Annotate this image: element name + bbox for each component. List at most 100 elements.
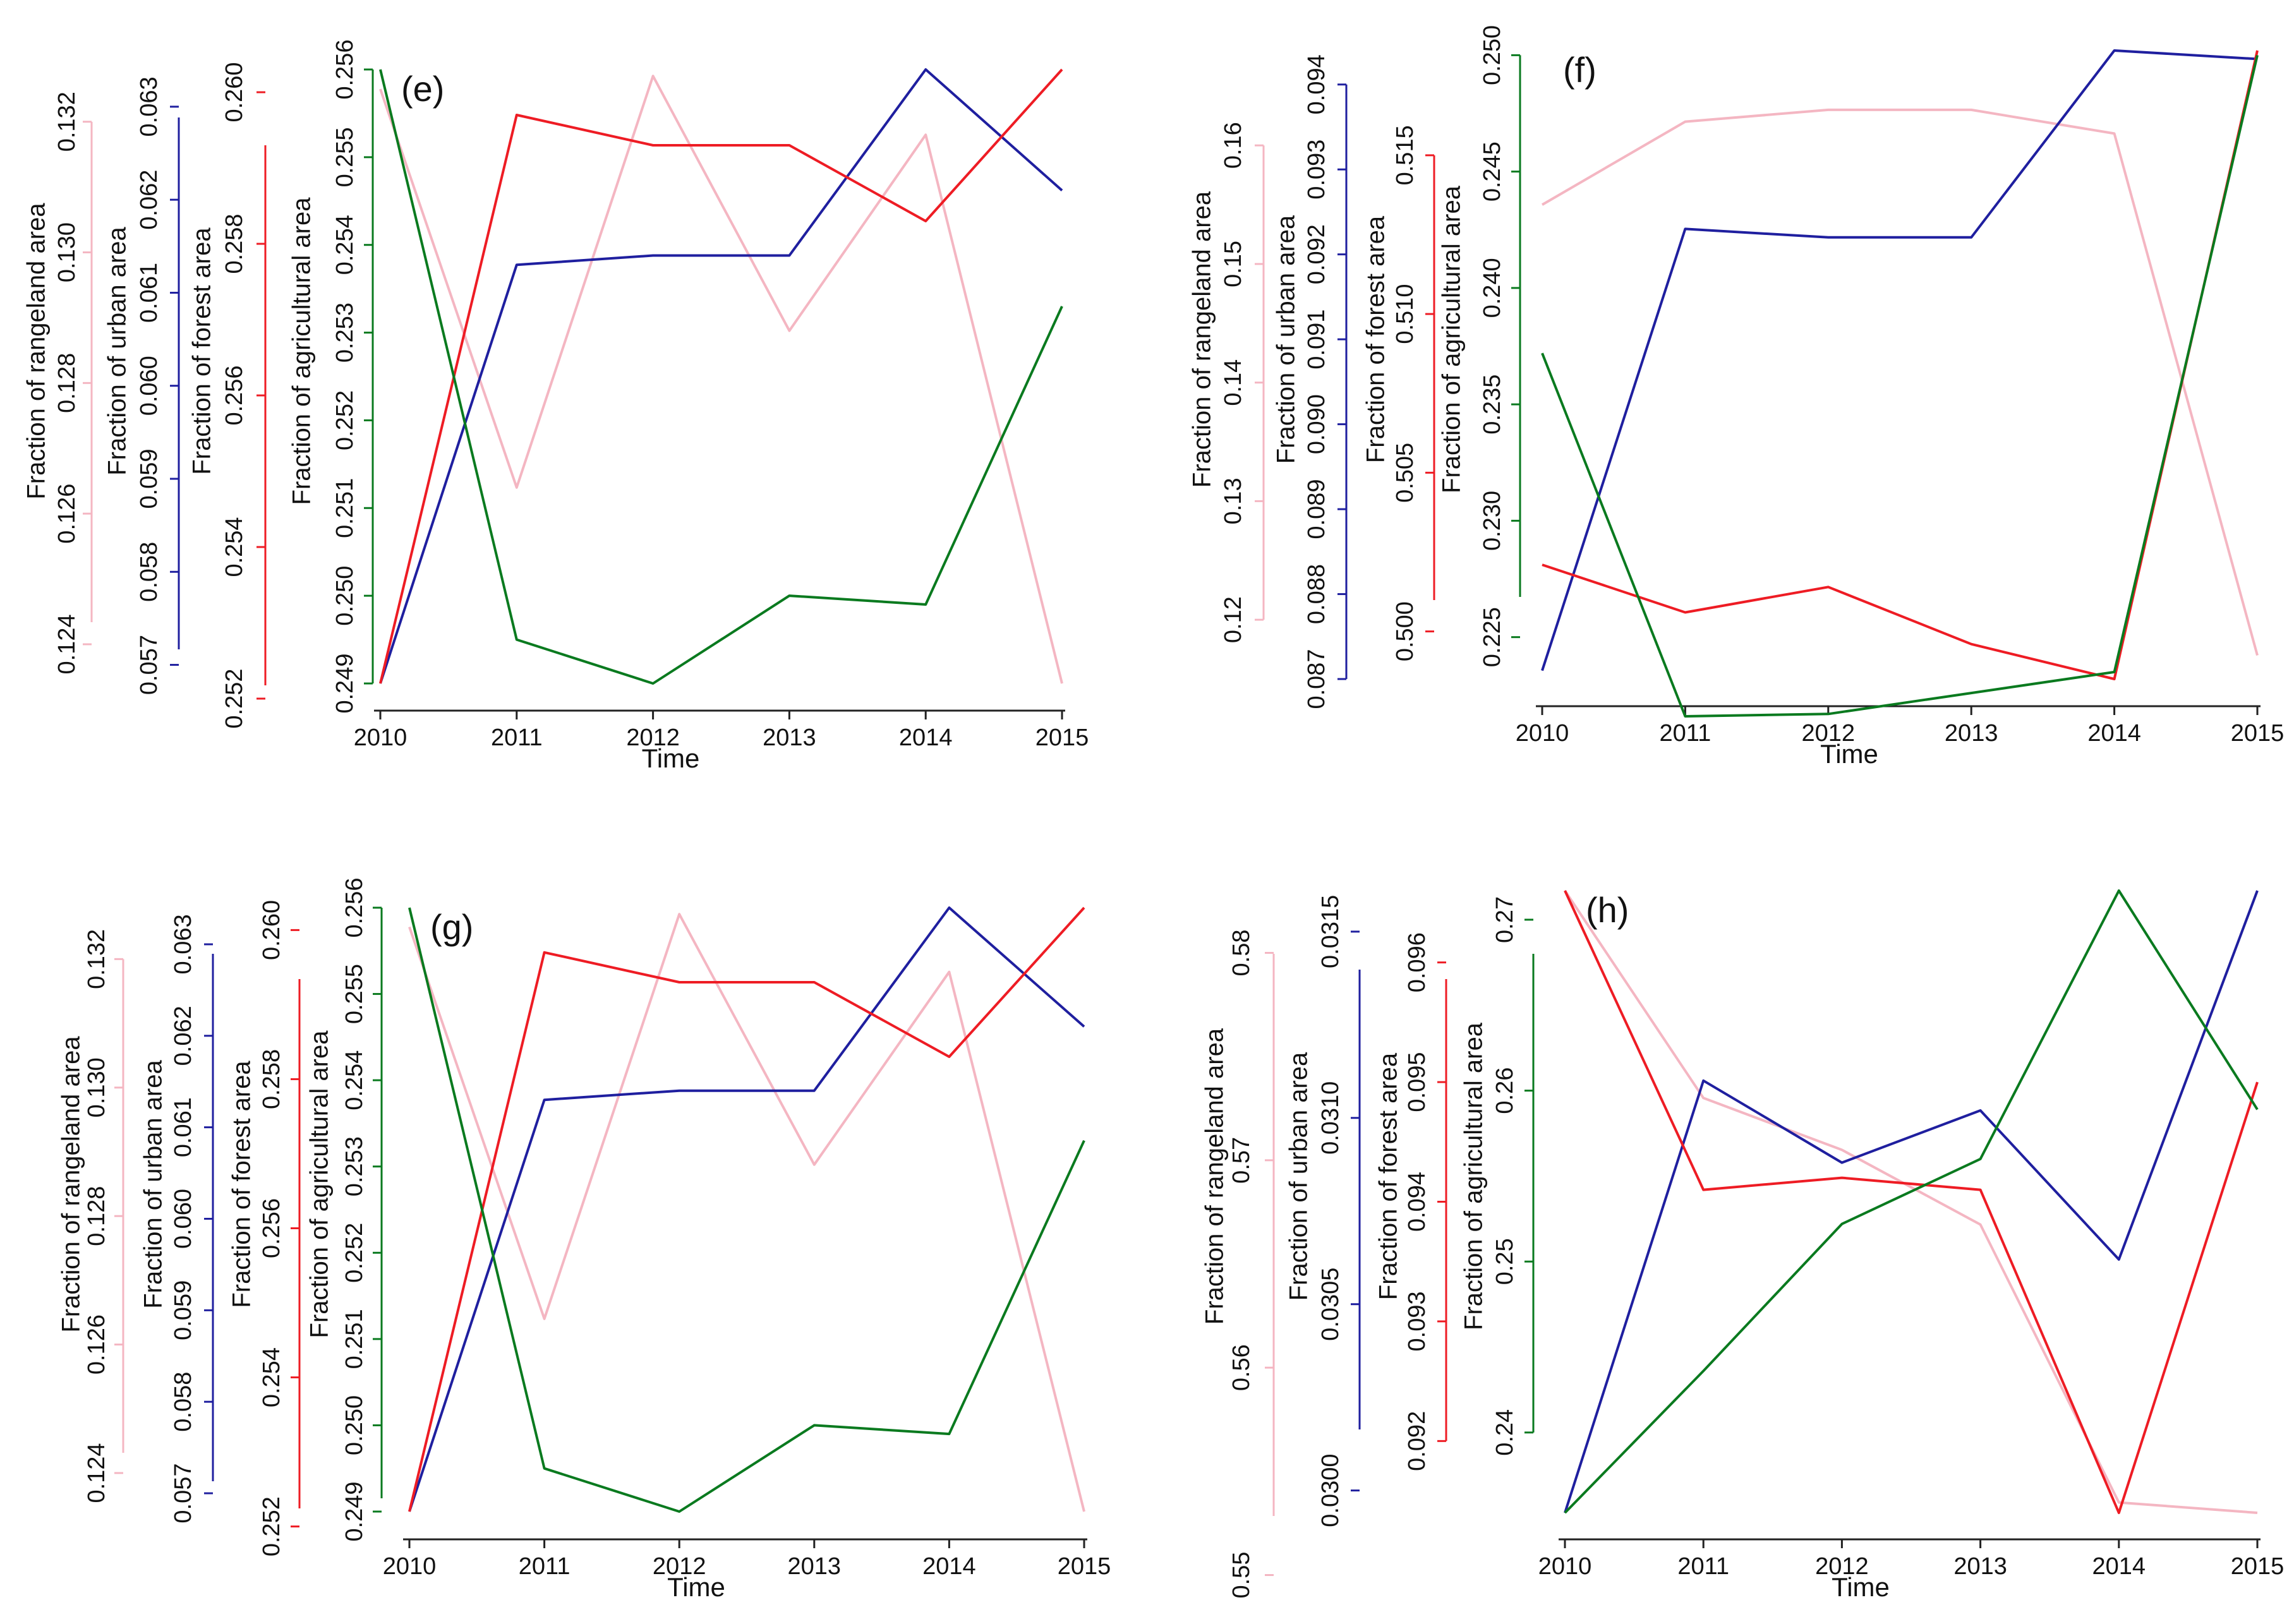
y-tick-label: 0.260 bbox=[221, 62, 248, 122]
y-tick-label: 0.126 bbox=[54, 484, 80, 544]
x-tick-label: 2010 bbox=[1516, 720, 1569, 747]
y-tick-label: 0.252 bbox=[332, 390, 358, 450]
series-line bbox=[1541, 108, 2259, 656]
y-tick-label: 0.062 bbox=[170, 1006, 196, 1066]
y-tick-label: 0.092 bbox=[1303, 224, 1330, 284]
x-tick-label: 2011 bbox=[1677, 1553, 1729, 1580]
y-tick-label: 0.059 bbox=[170, 1280, 196, 1340]
series-line bbox=[408, 906, 1085, 1512]
y-axis-title: Fraction of urban area bbox=[140, 1059, 167, 1308]
y-tick-label: 0.256 bbox=[341, 877, 368, 937]
y-tick-label: 0.250 bbox=[341, 1395, 368, 1455]
y-tick-label: 0.095 bbox=[1404, 1052, 1430, 1112]
y-tick-label: 0.059 bbox=[136, 448, 162, 508]
y-tick-label: 0.130 bbox=[83, 1057, 110, 1117]
y-tick-label: 0.254 bbox=[258, 1347, 285, 1407]
y-tick-label: 0.252 bbox=[258, 1496, 285, 1556]
y-tick-label: 0.126 bbox=[83, 1314, 110, 1374]
y-tick-label: 0.058 bbox=[170, 1372, 196, 1432]
x-tick-label: 2012 bbox=[626, 725, 680, 751]
y-tick-label: 0.090 bbox=[1303, 394, 1330, 454]
series-line bbox=[408, 907, 1085, 1513]
y-tick-label: 0.093 bbox=[1303, 140, 1330, 200]
y-tick-label: 0.255 bbox=[332, 127, 358, 187]
x-tick-label: 2013 bbox=[1945, 720, 1998, 747]
y-tick-label: 0.252 bbox=[341, 1223, 368, 1283]
panel-label: (f) bbox=[1563, 50, 1597, 90]
y-tick-label: 0.253 bbox=[332, 303, 358, 363]
y-tick-label: 0.258 bbox=[221, 214, 248, 274]
x-axis-title: Time bbox=[1832, 1572, 1890, 1602]
x-tick-label: 2010 bbox=[1538, 1553, 1592, 1580]
y-tick-label: 0.15 bbox=[1220, 241, 1247, 287]
y-tick-label: 0.254 bbox=[332, 215, 358, 275]
panel-label: (h) bbox=[1586, 890, 1629, 930]
y-tick-label: 0.225 bbox=[1479, 607, 1506, 667]
y-tick-label: 0.230 bbox=[1479, 491, 1506, 551]
y-tick-label: 0.253 bbox=[341, 1136, 368, 1196]
y-tick-label: 0.250 bbox=[1479, 25, 1506, 85]
x-tick-label: 2014 bbox=[899, 725, 953, 751]
chart-panel: 0.124 0.126 0.128 0.130 0.132 Fraction of ran… bbox=[57, 877, 1111, 1602]
panel-label: (g) bbox=[430, 907, 473, 947]
y-tick-label: 0.0300 bbox=[1317, 1453, 1344, 1527]
series-line bbox=[1564, 890, 2259, 1513]
y-tick-label: 0.57 bbox=[1228, 1137, 1255, 1184]
y-axis-title: Fraction of rangeland area bbox=[23, 203, 51, 500]
y-axis-title: Fraction of urban area bbox=[104, 226, 131, 475]
y-tick-label: 0.093 bbox=[1404, 1291, 1430, 1351]
y-tick-label: 0.058 bbox=[136, 542, 162, 602]
x-tick-label: 2015 bbox=[1058, 1553, 1111, 1580]
y-tick-label: 0.128 bbox=[54, 353, 80, 413]
x-axis-title: Time bbox=[1820, 739, 1878, 769]
panel-label: (e) bbox=[401, 69, 444, 109]
y-axis-title: Fraction of urban area bbox=[1285, 1052, 1313, 1301]
y-tick-label: 0.251 bbox=[332, 478, 358, 538]
y-tick-label: 0.500 bbox=[1392, 601, 1418, 661]
series-line bbox=[1541, 49, 2258, 671]
x-tick-label: 2013 bbox=[1953, 1553, 2007, 1580]
y-tick-label: 0.510 bbox=[1392, 284, 1418, 344]
y-tick-label: 0.062 bbox=[136, 170, 162, 230]
y-tick-label: 0.094 bbox=[1303, 54, 1330, 114]
y-tick-label: 0.256 bbox=[221, 365, 248, 425]
y-tick-label: 0.14 bbox=[1220, 359, 1247, 406]
x-axis-title: Time bbox=[642, 743, 700, 773]
x-tick-label: 2014 bbox=[2092, 1553, 2146, 1580]
x-tick-label: 2014 bbox=[922, 1553, 976, 1580]
x-axis-title: Time bbox=[667, 1572, 725, 1602]
y-tick-label: 0.255 bbox=[341, 964, 368, 1024]
y-axis-title: Fraction of forest area bbox=[1362, 215, 1390, 463]
y-tick-label: 0.16 bbox=[1220, 122, 1247, 169]
x-tick-label: 2011 bbox=[1660, 720, 1711, 747]
y-tick-label: 0.063 bbox=[136, 76, 162, 136]
x-tick-label: 2010 bbox=[354, 725, 407, 751]
x-tick-label: 2013 bbox=[763, 725, 816, 751]
x-tick-label: 2015 bbox=[2231, 1553, 2285, 1580]
y-tick-label: 0.0310 bbox=[1317, 1081, 1344, 1155]
y-tick-label: 0.251 bbox=[341, 1309, 368, 1369]
y-axis-title: Fraction of rangeland area bbox=[1188, 191, 1216, 488]
y-tick-label: 0.256 bbox=[332, 39, 358, 99]
x-tick-label: 2012 bbox=[1802, 720, 1856, 747]
y-tick-label: 0.258 bbox=[258, 1049, 285, 1109]
series-line bbox=[408, 913, 1085, 1512]
y-tick-label: 0.55 bbox=[1228, 1552, 1255, 1599]
y-axis-title: Fraction of rangeland area bbox=[57, 1036, 85, 1333]
y-tick-label: 0.25 bbox=[1492, 1238, 1518, 1285]
y-axis-title: Fraction of agricultural area bbox=[1438, 185, 1466, 493]
y-tick-label: 0.124 bbox=[83, 1443, 110, 1503]
y-tick-label: 0.092 bbox=[1404, 1411, 1430, 1471]
y-axis-title: Fraction of forest area bbox=[228, 1061, 256, 1308]
y-tick-label: 0.58 bbox=[1228, 930, 1255, 977]
y-tick-label: 0.128 bbox=[83, 1186, 110, 1246]
series-line bbox=[1564, 890, 2259, 1514]
y-tick-label: 0.505 bbox=[1392, 443, 1418, 503]
y-tick-label: 0.56 bbox=[1228, 1344, 1255, 1391]
y-tick-label: 0.096 bbox=[1404, 932, 1430, 992]
series-line bbox=[1564, 889, 2259, 1514]
x-tick-label: 2012 bbox=[1815, 1553, 1869, 1580]
y-tick-label: 0.124 bbox=[54, 614, 80, 674]
x-tick-label: 2015 bbox=[1035, 725, 1089, 751]
y-tick-label: 0.060 bbox=[136, 356, 162, 416]
